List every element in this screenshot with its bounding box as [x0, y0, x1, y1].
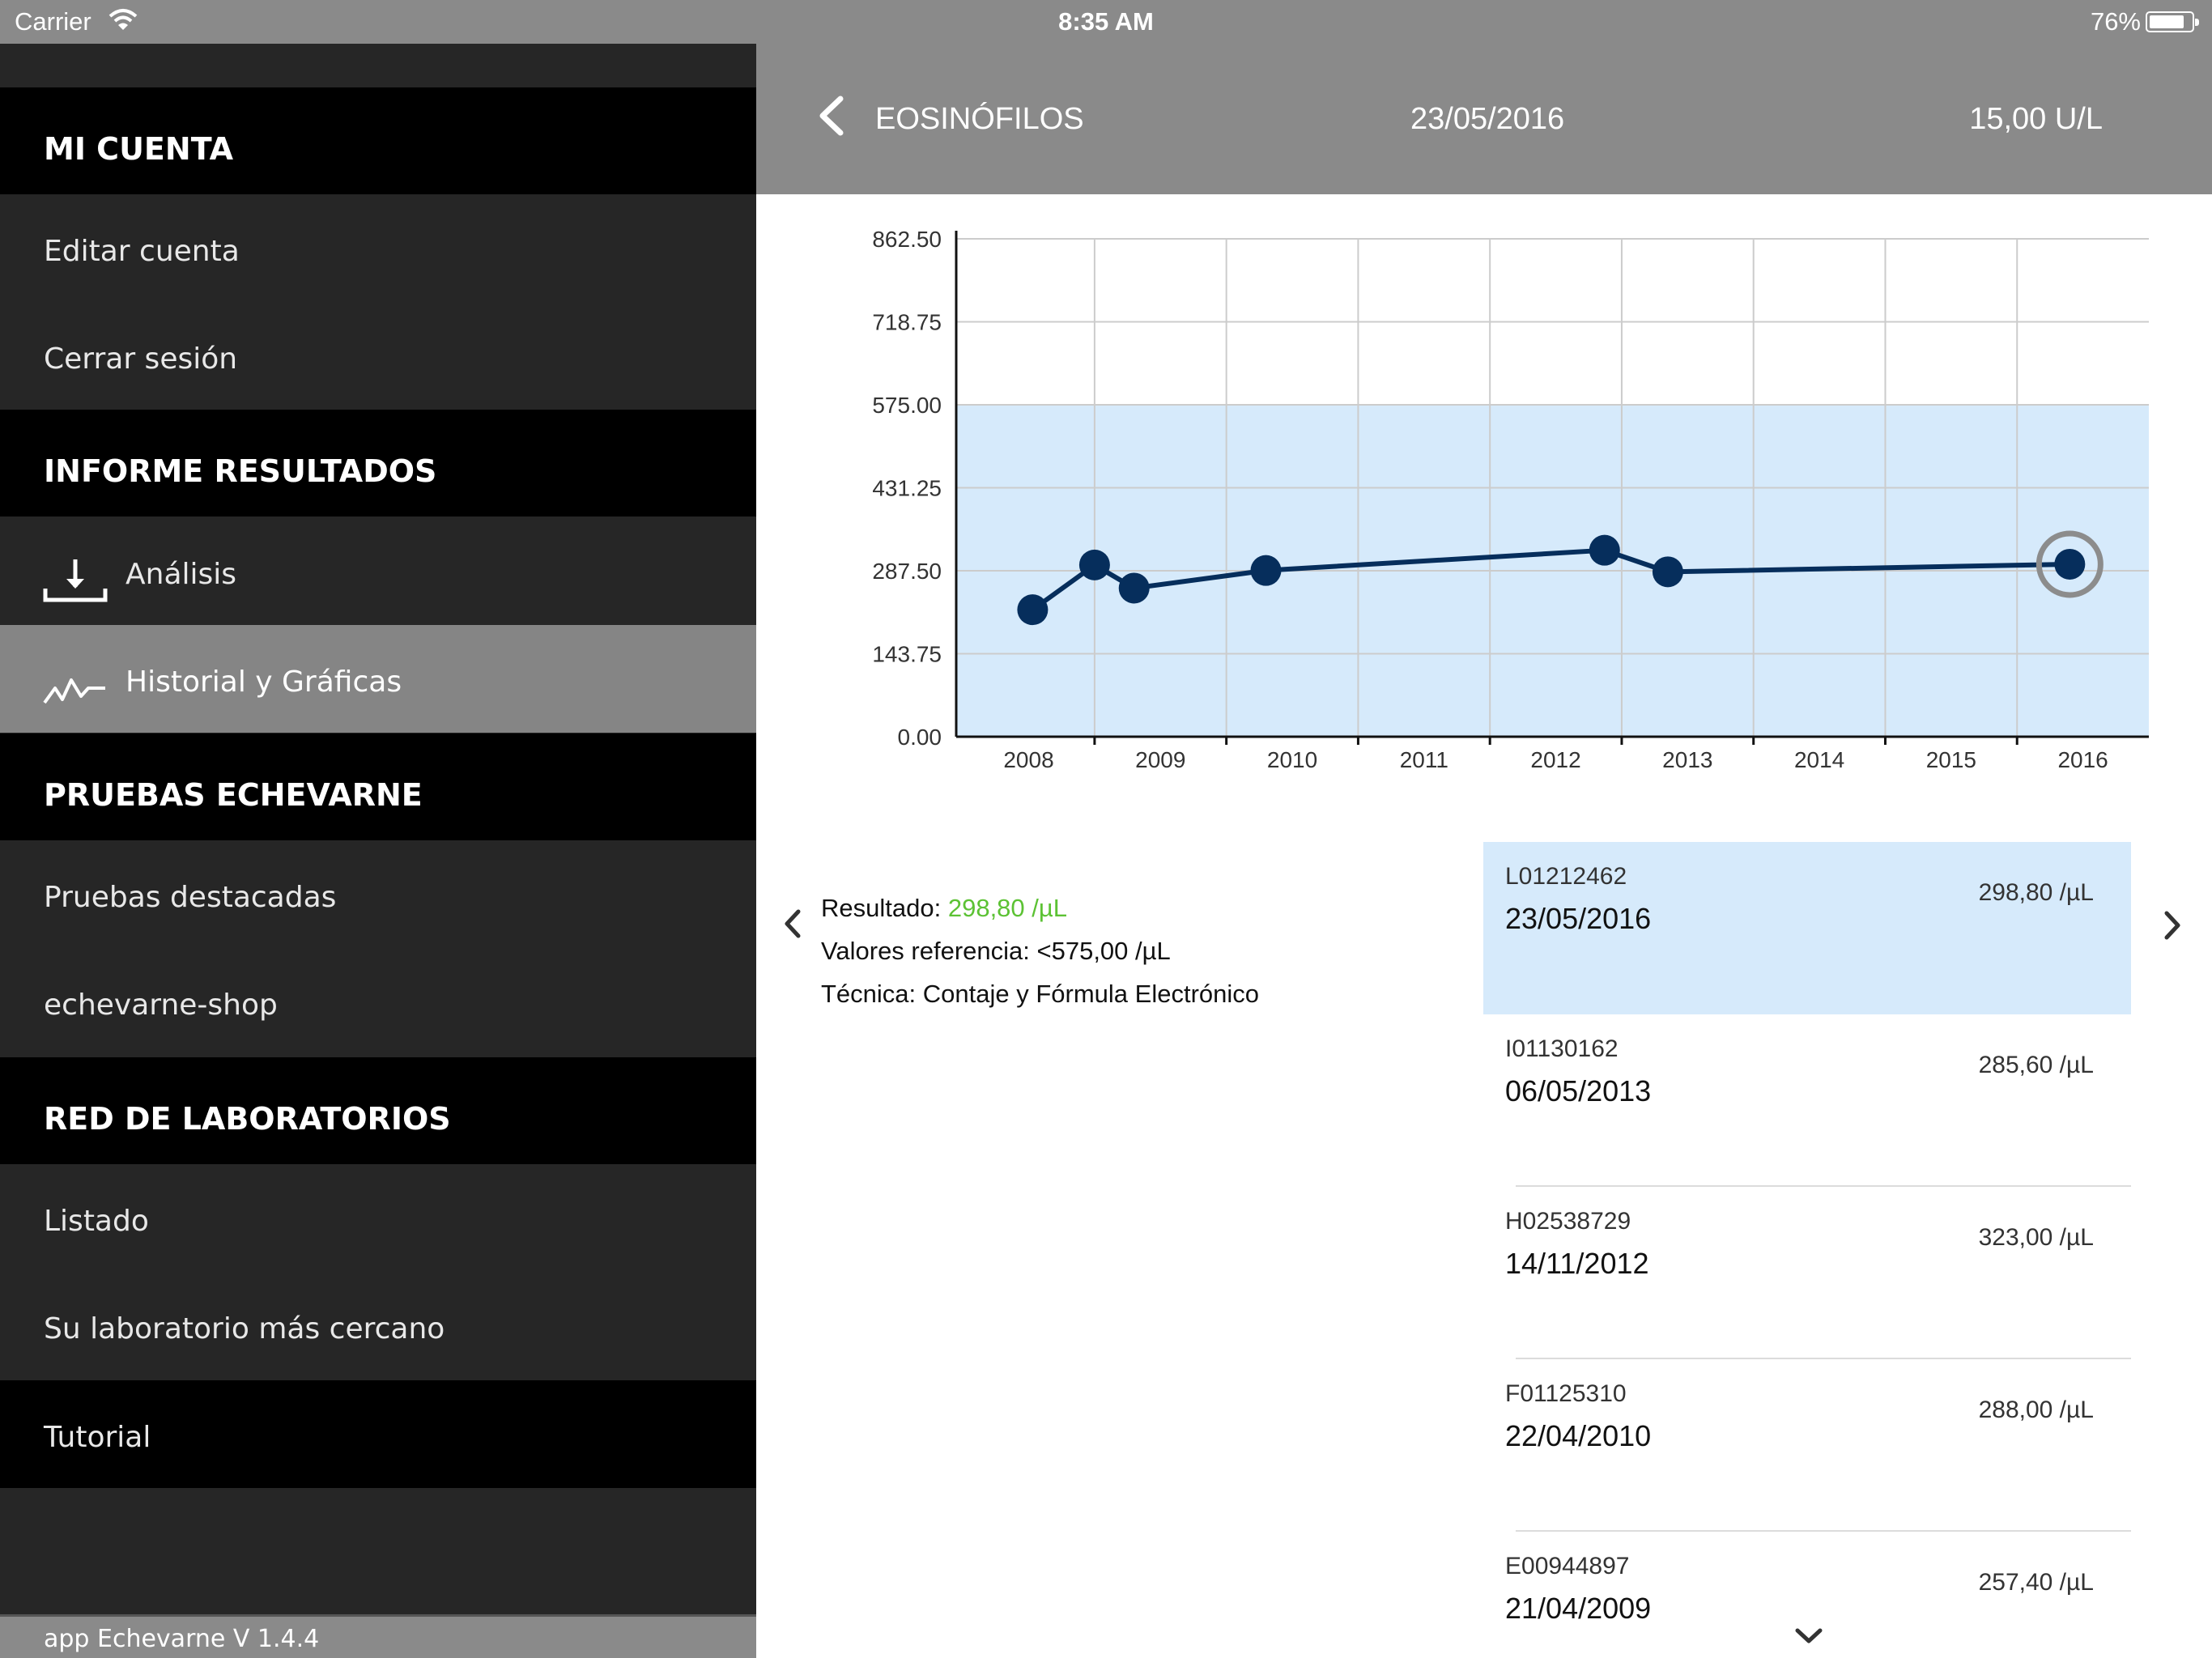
- app-version: app Echevarne V 1.4.4: [0, 1614, 756, 1658]
- sidebar-item-pruebas-destacadas[interactable]: Pruebas destacadas: [44, 881, 337, 914]
- section-mi-cuenta: MI CUENTA: [0, 87, 756, 194]
- result-code: F01125310: [1505, 1380, 1627, 1407]
- download-icon: [42, 556, 108, 610]
- data-point: [1589, 534, 1620, 566]
- x-tick-label: 2013: [1662, 747, 1712, 772]
- highlighted-point-ring: [2035, 530, 2104, 598]
- result-code: I01130162: [1505, 1035, 1619, 1062]
- result-value: 323,00 /µL: [1978, 1224, 2094, 1251]
- result-date: 23/05/2016: [1505, 902, 1652, 935]
- data-point: [2054, 548, 2086, 580]
- next-button[interactable]: [2162, 908, 2183, 946]
- y-tick-label: 862.50: [872, 227, 942, 252]
- data-point: [1078, 549, 1110, 580]
- list-item[interactable]: H02538729 14/11/2012 323,00 /µL: [1483, 1187, 2131, 1359]
- result-date: 06/05/2013: [1505, 1074, 1652, 1107]
- result-value: 288,00 /µL: [1978, 1397, 2094, 1423]
- back-button[interactable]: [816, 96, 845, 144]
- section-informe-resultados: INFORME RESULTADOS: [0, 410, 756, 517]
- sidebar: MI CUENTA Editar cuenta Cerrar sesión IN…: [0, 44, 756, 1658]
- sidebar-item-historial[interactable]: Historial y Gráficas: [0, 625, 756, 733]
- sidebar-item-echevarne-shop[interactable]: echevarne-shop: [44, 988, 278, 1022]
- y-tick-label: 143.75: [872, 642, 942, 667]
- chart-line-icon: [42, 664, 108, 718]
- sidebar-item-analisis[interactable]: Análisis: [0, 517, 756, 625]
- chevron-left-icon: [785, 909, 801, 938]
- data-point: [1118, 572, 1150, 604]
- clock: 8:35 AM: [1058, 7, 1154, 36]
- y-tick-label: 575.00: [872, 393, 942, 418]
- result-value: 298,80 /µL: [1978, 879, 2094, 906]
- section-pruebas-echevarne: PRUEBAS ECHEVARNE: [0, 733, 756, 840]
- y-tick-label: 0.00: [898, 725, 942, 750]
- header-date: 23/05/2016: [1410, 102, 1565, 136]
- chevron-right-icon: [2164, 911, 2180, 940]
- battery-percent: 76%: [2090, 7, 2141, 36]
- y-tick-label: 431.25: [872, 476, 942, 501]
- result-code: E00944897: [1505, 1553, 1630, 1579]
- data-point: [1017, 594, 1049, 626]
- result-value: 257,40 /µL: [1978, 1569, 2094, 1596]
- x-tick-label: 2008: [1003, 747, 1053, 772]
- result-date: 22/04/2010: [1505, 1419, 1652, 1452]
- result-detail: Resultado: 298,80 /µL Valores referencia…: [821, 886, 1259, 1015]
- list-item[interactable]: I01130162 06/05/2013 285,60 /µL: [1483, 1014, 2131, 1187]
- divider: [1516, 1358, 2131, 1359]
- sidebar-item-listado[interactable]: Listado: [44, 1205, 149, 1238]
- wifi-icon: [108, 8, 138, 39]
- sidebar-item-cerrar-sesion[interactable]: Cerrar sesión: [44, 342, 238, 376]
- sidebar-item-tutorial[interactable]: Tutorial: [0, 1380, 756, 1488]
- detail-header: EOSINÓFILOS 23/05/2016 15,00 U/L: [756, 44, 2212, 194]
- chevron-left-icon: [819, 96, 844, 136]
- result-code: H02538729: [1505, 1208, 1631, 1235]
- scroll-down-button[interactable]: [1793, 1626, 1825, 1651]
- result-value: 285,60 /µL: [1978, 1052, 2094, 1078]
- result-label: Resultado:: [821, 894, 942, 922]
- sidebar-item-label: Análisis: [125, 558, 237, 591]
- result-line: Resultado: 298,80 /µL: [821, 886, 1259, 929]
- page-title: EOSINÓFILOS: [875, 102, 1084, 136]
- x-tick-label: 2016: [2057, 747, 2108, 772]
- x-tick-label: 2014: [1794, 747, 1844, 772]
- divider: [1516, 1530, 2131, 1532]
- list-item[interactable]: E00944897 21/04/2009 257,40 /µL: [1483, 1532, 2131, 1658]
- data-point: [1652, 556, 1683, 588]
- result-date: 21/04/2009: [1505, 1592, 1652, 1625]
- result-code: L01212462: [1505, 863, 1627, 890]
- sidebar-item-editar-cuenta[interactable]: Editar cuenta: [44, 235, 240, 268]
- divider: [1516, 1185, 2131, 1187]
- technique: Técnica: Contaje y Fórmula Electrónico: [821, 980, 1260, 1008]
- history-chart[interactable]: 0.00 143.75 287.50 431.25 575.00 718.75 862.50…: [756, 194, 2212, 810]
- status-bar: Carrier 8:35 AM 76%: [0, 0, 2212, 44]
- chevron-down-icon: [1795, 1628, 1823, 1643]
- y-tick-label: 287.50: [872, 559, 942, 584]
- result-date: 14/11/2012: [1505, 1247, 1649, 1280]
- results-list: L01212462 23/05/2016 298,80 /µL I0113016…: [1483, 842, 2131, 1658]
- reference-values: Valores referencia: <575,00 /µL: [821, 937, 1171, 965]
- section-red-laboratorios: RED DE LABORATORIOS: [0, 1057, 756, 1164]
- x-tick-label: 2010: [1267, 747, 1317, 772]
- y-tick-label: 718.75: [872, 310, 942, 335]
- header-value: 15,00 U/L: [1969, 102, 2103, 136]
- previous-button[interactable]: [782, 907, 803, 945]
- data-point: [1250, 555, 1282, 586]
- x-tick-label: 2015: [1926, 747, 1976, 772]
- list-item[interactable]: F01125310 22/04/2010 288,00 /µL: [1483, 1359, 2131, 1532]
- carrier-label: Carrier: [15, 7, 91, 36]
- sidebar-item-label: Historial y Gráficas: [125, 665, 402, 699]
- battery-icon: [2146, 11, 2199, 32]
- result-value: 298,80 /µL: [947, 894, 1067, 922]
- x-tick-label: 2009: [1135, 747, 1185, 772]
- x-tick-label: 2012: [1530, 747, 1580, 772]
- sidebar-item-laboratorio-cercano[interactable]: Su laboratorio más cercano: [44, 1312, 445, 1346]
- x-tick-label: 2011: [1400, 747, 1448, 772]
- list-item[interactable]: L01212462 23/05/2016 298,80 /µL: [1483, 842, 2131, 1014]
